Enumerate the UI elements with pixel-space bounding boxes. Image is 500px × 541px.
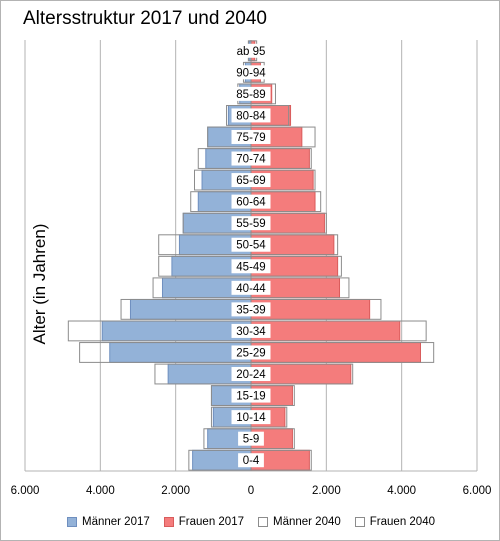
category-label-bg [231, 151, 271, 166]
category-label-bg [231, 259, 271, 274]
category-label-bg [231, 410, 271, 425]
category-label-bg [231, 108, 271, 123]
category-label: 45-49 [236, 261, 265, 273]
legend-label: Frauen 2017 [178, 516, 244, 528]
legend-item: Männer 2017 [67, 516, 150, 528]
category-label-bg [231, 388, 271, 403]
category-label: 75-79 [236, 132, 265, 144]
legend-item: Frauen 2017 [163, 516, 244, 528]
legend-swatch [163, 517, 174, 527]
category-label-bg [231, 216, 271, 231]
legend-swatch [258, 517, 268, 527]
category-label: 50-54 [236, 240, 266, 252]
category-label: 10-14 [236, 412, 266, 424]
x-tick-label: 2.000 [161, 485, 190, 497]
bar-maenner-2017-30-34 [101, 320, 252, 342]
category-label: 55-59 [236, 218, 265, 230]
category-label: 65-69 [236, 175, 265, 187]
category-label: 60-64 [236, 197, 266, 209]
bar-frauen-2017-30-34 [250, 320, 401, 342]
category-label-bg [231, 43, 271, 58]
category-label-bg [231, 302, 271, 317]
legend: Männer 2017 Frauen 2017 Männer 2040 Frauen … [1, 513, 500, 531]
category-label: 40-44 [236, 283, 266, 295]
x-tick-label: 2.000 [312, 485, 341, 497]
category-label: 25-29 [236, 347, 265, 359]
legend-label: Männer 2040 [273, 516, 341, 528]
x-tick-label: 4.000 [86, 485, 115, 497]
category-label-bg [231, 173, 271, 188]
legend-label: Frauen 2040 [369, 516, 435, 528]
category-label: 5-9 [243, 434, 260, 446]
category-label-bg [231, 86, 271, 101]
category-label-bg [231, 237, 271, 252]
legend-swatch [67, 517, 77, 527]
category-label-bg [231, 323, 271, 338]
bar-frauen-2017-25-29 [250, 342, 421, 363]
category-label-bg [231, 194, 271, 209]
bar-maenner-2017-25-29 [109, 342, 252, 363]
category-label: 20-24 [236, 369, 266, 381]
category-label: 35-39 [236, 304, 265, 316]
legend-swatch [354, 517, 365, 527]
category-label-bg [231, 129, 271, 144]
category-label-bg [238, 431, 264, 446]
chart-title: Altersstruktur 2017 und 2040 [23, 8, 267, 29]
x-tick-label: 6.000 [11, 485, 40, 497]
legend-item: Frauen 2040 [354, 516, 435, 528]
category-label: 85-89 [236, 89, 265, 101]
category-label: 90-94 [236, 67, 266, 79]
category-label-bg [238, 453, 264, 468]
x-tick-label: 0 [248, 485, 254, 497]
category-label: 15-19 [236, 391, 265, 403]
legend-item: Männer 2040 [258, 516, 341, 528]
category-label: 30-34 [236, 326, 266, 338]
category-label: 70-74 [236, 154, 266, 166]
category-label-bg [231, 65, 271, 80]
x-tick-label: 6.000 [463, 485, 492, 497]
category-label-bg [231, 345, 271, 360]
category-label: ab 95 [237, 46, 266, 58]
legend-label: Männer 2017 [82, 516, 150, 528]
category-label-bg [231, 280, 271, 295]
category-label: 80-84 [236, 110, 266, 122]
x-tick-label: 4.000 [387, 485, 416, 497]
category-label: 0-4 [243, 455, 260, 467]
category-label-bg [231, 367, 271, 382]
